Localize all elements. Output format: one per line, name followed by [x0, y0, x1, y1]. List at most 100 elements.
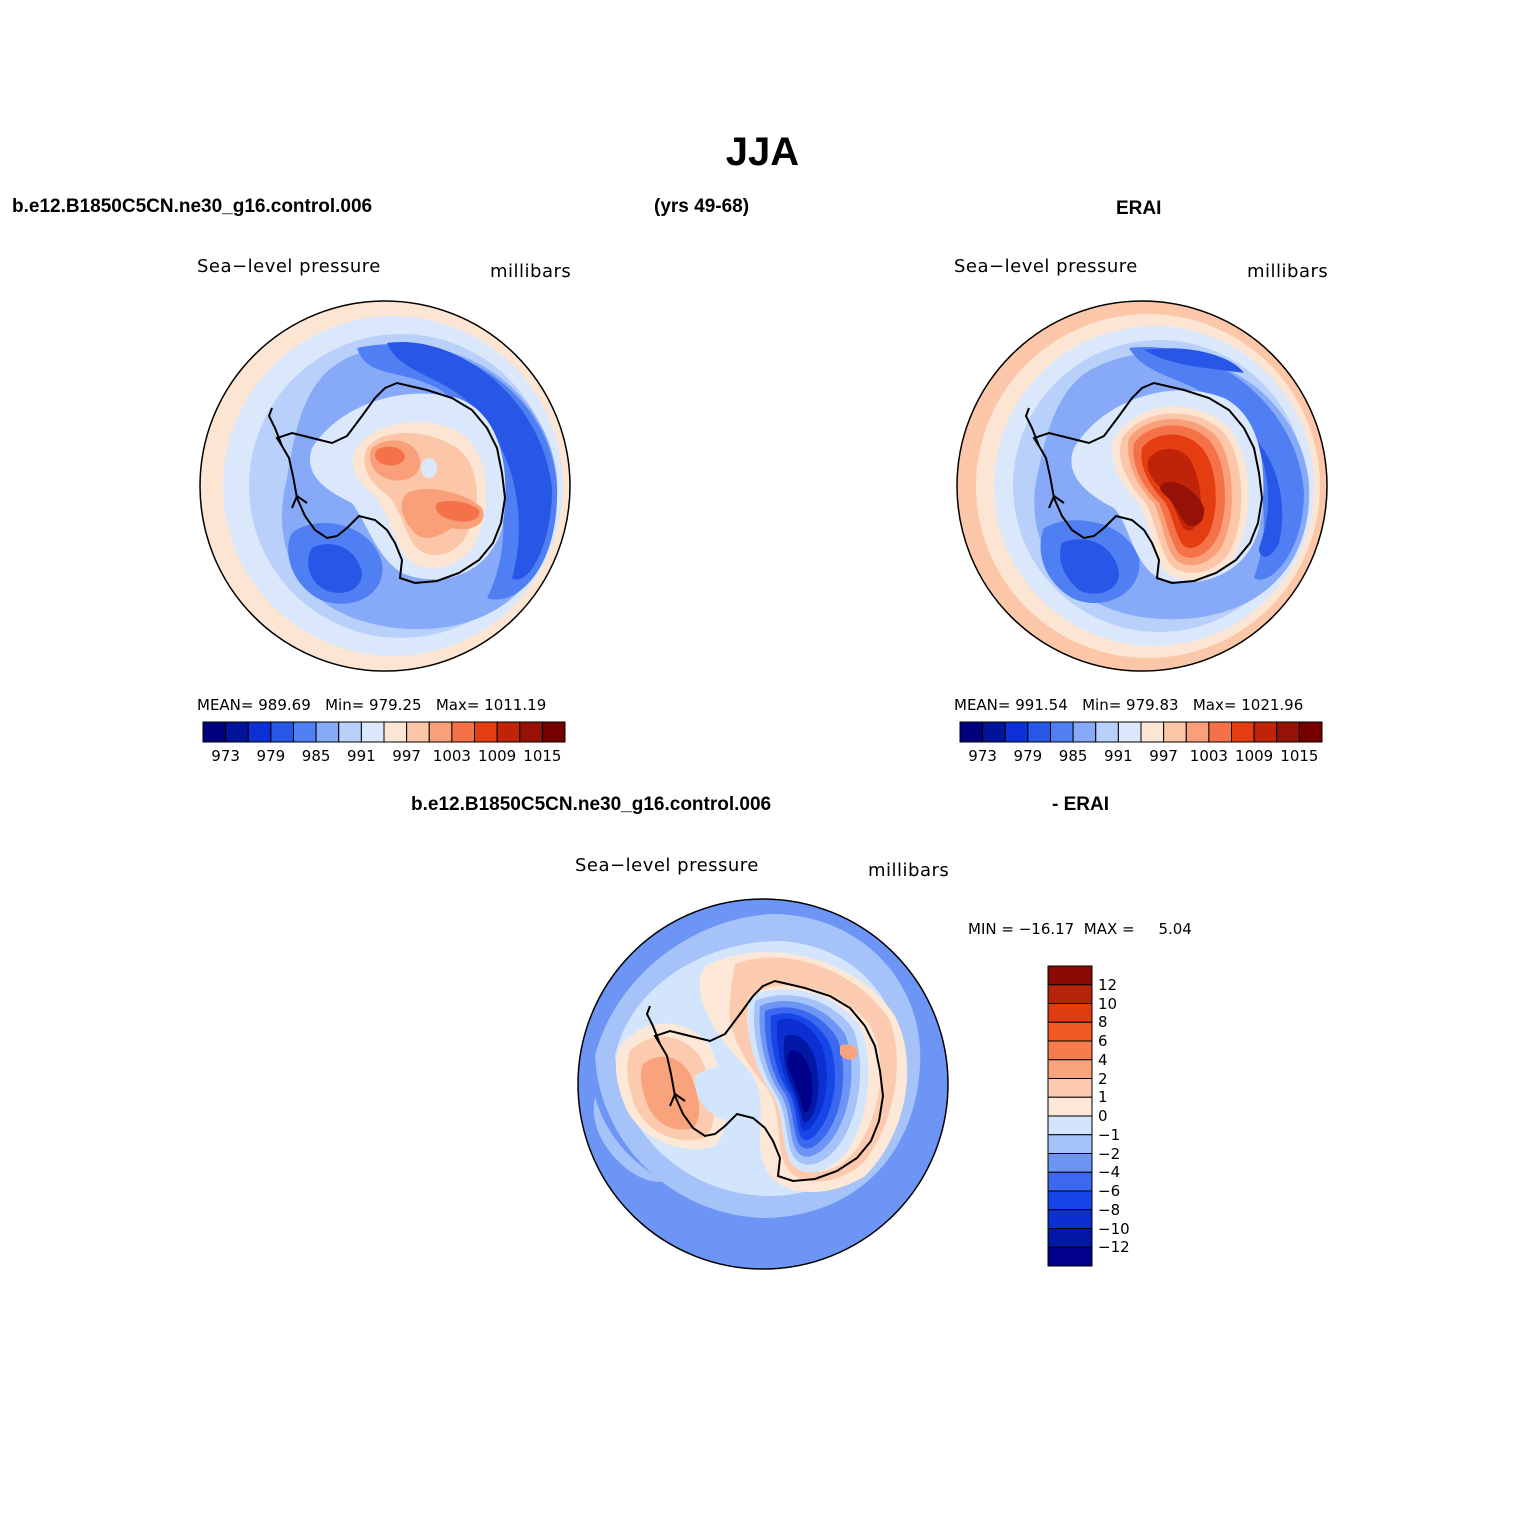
diff-colorbar-swatch: [1047, 1209, 1093, 1229]
model-colorbar-swatch: [474, 721, 498, 743]
diff-colorbar-swatch: [1047, 1153, 1093, 1173]
diff-colorbar-tick-label: −4: [1098, 1163, 1121, 1182]
obs-colorbar-swatch: [1276, 721, 1300, 743]
obs-colorbar-swatch: [982, 721, 1006, 743]
model-mean-value: 989.69: [258, 696, 311, 714]
obs-min-label: Min=: [1082, 696, 1122, 714]
diff-colorbar-tick-label: −2: [1098, 1144, 1121, 1163]
model-colorbar-swatch: [428, 721, 453, 743]
model-case-header: b.e12.B1850C5CN.ne30_g16.control.006: [12, 196, 373, 217]
model-colorbar-tick-label: 1015: [523, 747, 562, 765]
diff-colorbar-swatch: [1047, 1096, 1093, 1117]
obs-colorbar-swatch: [1072, 721, 1097, 743]
diff-colorbar-swatch: [1047, 984, 1093, 1004]
diff-colorbar-tick-label: −1: [1098, 1125, 1121, 1144]
obs-mean-value: 991.54: [1015, 696, 1068, 714]
diff-variable-label: Sea−level pressure: [575, 855, 759, 876]
diff-colorbar-swatch: [1047, 1134, 1093, 1154]
model-units-label: millibars: [490, 261, 572, 282]
model-colorbar-tick-label: 997: [392, 747, 421, 765]
diff-obs-header: - ERAI: [1052, 794, 1109, 815]
obs-max-value: 1021.96: [1241, 696, 1304, 714]
model-colorbar-tick-label: 991: [347, 747, 376, 765]
obs-colorbar: [959, 721, 1323, 743]
diff-colorbar-swatch: [1047, 1040, 1093, 1061]
model-min-value: 979.25: [369, 696, 422, 714]
diff-colorbar-swatch: [1047, 1171, 1093, 1192]
diff-min-label: MIN =: [968, 920, 1014, 938]
obs-colorbar-tick-label: 973: [968, 747, 997, 765]
diff-colorbar-tick-label: 4: [1098, 1050, 1108, 1069]
diff-colorbar-tick-label: 8: [1098, 1013, 1108, 1032]
obs-colorbar-swatch: [1298, 721, 1323, 743]
model-colorbar-tick-label: 985: [301, 747, 331, 765]
diff-colorbar-tick-label: 6: [1098, 1032, 1108, 1050]
diff-colorbar-tick-label: −8: [1098, 1200, 1121, 1219]
diff-colorbar-tick-label: 12: [1098, 975, 1118, 994]
diff-colorbar-tick-label: 2: [1098, 1069, 1108, 1088]
obs-min-value: 979.83: [1126, 696, 1179, 714]
model-colorbar-tick-label: 1003: [432, 747, 471, 765]
model-colorbar-swatch: [293, 721, 317, 743]
diff-max-label: MAX =: [1083, 920, 1135, 938]
diff-colorbar: [1047, 965, 1093, 1267]
obs-slp-map: [956, 300, 1328, 672]
diff-colorbar-swatch: [1047, 965, 1093, 986]
model-colorbar-swatch: [406, 721, 430, 743]
model-colorbar-tick-label: 973: [211, 747, 240, 765]
obs-colorbar-swatch: [1208, 721, 1232, 743]
figure-title: JJA: [725, 130, 800, 174]
obs-header: ERAI: [1116, 198, 1162, 219]
diff-colorbar-tick-label: −12: [1098, 1238, 1130, 1257]
obs-colorbar-tick-label: 991: [1104, 747, 1133, 765]
obs-colorbar-tick-label: 1003: [1189, 747, 1228, 765]
obs-max-label: Max=: [1192, 696, 1237, 714]
model-colorbar: [202, 721, 566, 743]
model-max-value: 1011.19: [484, 696, 547, 714]
obs-units-label: millibars: [1247, 261, 1329, 282]
obs-colorbar-swatch: [1163, 721, 1187, 743]
model-colorbar-swatch: [225, 721, 249, 743]
diff-min-value: −16.17: [1018, 920, 1075, 938]
obs-colorbar-tick-label: 1009: [1235, 747, 1274, 765]
obs-colorbar-tick-label: 985: [1058, 747, 1088, 765]
diff-colorbar-swatch: [1047, 1059, 1093, 1079]
obs-colorbar-swatch: [1253, 721, 1278, 743]
diff-colorbar-swatch: [1047, 1190, 1093, 1211]
model-colorbar-swatch: [451, 721, 475, 743]
obs-colorbar-swatch: [959, 721, 984, 743]
model-colorbar-swatch: [202, 721, 227, 743]
diff-units-label: millibars: [868, 860, 950, 881]
model-slp-map: [199, 300, 571, 672]
diff-colorbar-tick-label: −10: [1098, 1219, 1130, 1238]
diff-colorbar-swatch: [1047, 1021, 1093, 1042]
obs-colorbar-swatch: [1185, 721, 1210, 743]
obs-colorbar-swatch: [1231, 721, 1255, 743]
model-colorbar-swatch: [496, 721, 521, 743]
model-max-label: Max=: [435, 696, 480, 714]
obs-colorbar-swatch: [1004, 721, 1029, 743]
diff-slp-map: [577, 898, 949, 1270]
obs-mean-label: MEAN=: [954, 696, 1011, 714]
diff-max-value: 5.04: [1158, 920, 1192, 938]
obs-colorbar-swatch: [1140, 721, 1165, 743]
diff-colorbar-tick-label: 1: [1098, 1088, 1108, 1107]
model-stats: MEAN= 989.69 Min= 979.25 Max= 1011.19: [197, 696, 546, 714]
diff-colorbar-tick-label: −6: [1098, 1182, 1121, 1200]
diff-colorbar-tick-label: 0: [1098, 1107, 1108, 1125]
obs-colorbar-swatch: [1095, 721, 1119, 743]
diff-colorbar-tick-label: 10: [1098, 994, 1118, 1013]
obs-colorbar-swatch: [1027, 721, 1051, 743]
model-colorbar-swatch: [338, 721, 362, 743]
model-colorbar-swatch: [519, 721, 543, 743]
years-header: (yrs 49-68): [654, 196, 750, 217]
model-mean-label: MEAN=: [197, 696, 254, 714]
diff-colorbar-swatch: [1047, 1246, 1093, 1267]
model-colorbar-swatch: [383, 721, 408, 743]
obs-colorbar-tick-label: 979: [1013, 747, 1043, 765]
obs-colorbar-swatch: [1117, 721, 1142, 743]
obs-colorbar-swatch: [1050, 721, 1074, 743]
diff-stats: MIN = −16.17 MAX = 5.04: [968, 920, 1192, 938]
obs-variable-label: Sea−level pressure: [954, 256, 1138, 277]
diff-case-header: b.e12.B1850C5CN.ne30_g16.control.006: [411, 794, 772, 815]
